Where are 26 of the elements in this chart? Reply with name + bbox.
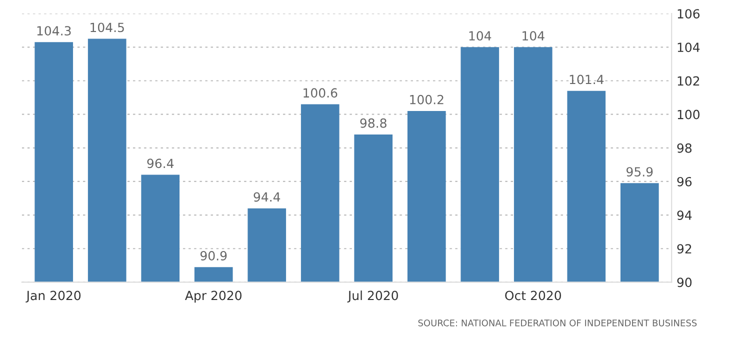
data-label: 104 bbox=[522, 31, 544, 41]
data-label: 104 bbox=[469, 31, 492, 41]
y-tick-label: 106 bbox=[678, 9, 700, 19]
data-label: 90.9 bbox=[200, 251, 227, 260]
data-label: 95.9 bbox=[626, 167, 653, 177]
data-label: 100.6 bbox=[304, 88, 338, 98]
data-label: 96.4 bbox=[147, 158, 174, 168]
y-tick-label: 94 bbox=[677, 210, 692, 220]
source-note: SOURCE: NATIONAL FEDERATION OF INDEPENDENT BUSINESS bbox=[418, 320, 697, 326]
y-tick-label: 92 bbox=[677, 244, 692, 254]
y-tick-label: 102 bbox=[678, 76, 700, 86]
data-label: 94.4 bbox=[254, 192, 280, 202]
data-label: 101.4 bbox=[570, 74, 604, 84]
y-tick-label: 98 bbox=[677, 143, 692, 153]
x-tick-label: Oct 2020 bbox=[505, 290, 562, 300]
data-label: 104.5 bbox=[90, 22, 124, 32]
y-tick-label: 96 bbox=[677, 176, 692, 186]
x-tick-label: Jul 2020 bbox=[347, 290, 398, 303]
x-tick-label: Apr 2020 bbox=[185, 290, 242, 303]
data-label: 104.3 bbox=[37, 26, 71, 36]
y-tick-label: 100 bbox=[678, 110, 700, 120]
x-tick-label: Jan 2020 bbox=[26, 290, 81, 303]
data-label: 100.2 bbox=[410, 94, 444, 104]
y-tick-label: 104 bbox=[678, 42, 700, 52]
y-tick-label: 90 bbox=[677, 278, 692, 288]
data-label: 98.8 bbox=[360, 118, 386, 128]
